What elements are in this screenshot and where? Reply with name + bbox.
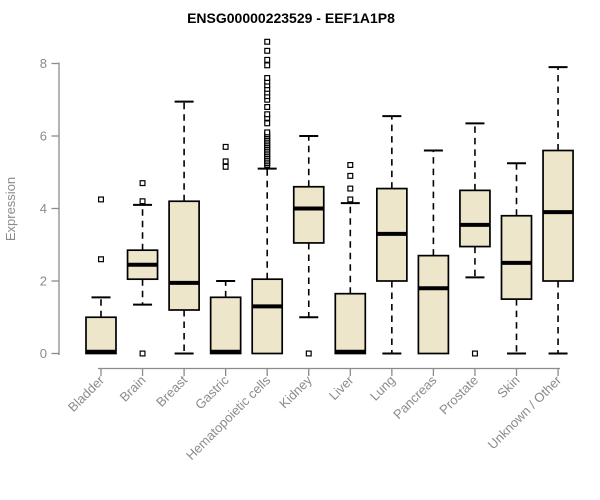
y-axis-tick-label: 6 <box>40 129 47 144</box>
box-rect <box>85 316 117 355</box>
outlier-point <box>347 172 354 179</box>
outlier-point <box>264 38 271 45</box>
box-plot-prostate <box>459 122 491 357</box>
box-rect <box>417 254 450 355</box>
outlier-point <box>139 350 146 357</box>
outlier-point <box>264 56 271 63</box>
outlier-point <box>347 196 354 203</box>
outlier-point <box>471 350 478 357</box>
outlier-point <box>222 163 229 170</box>
outlier-point <box>264 129 271 136</box>
box-rect <box>209 296 242 355</box>
box-plot-unknown-other <box>542 66 574 355</box>
outlier-point <box>264 74 271 81</box>
y-axis: 0 2 4 6 8 <box>40 56 60 361</box>
y-axis-tick-label: 8 <box>40 56 47 71</box>
box-plot-pancreas <box>417 149 450 355</box>
outlier-point <box>222 143 229 150</box>
outlier-point <box>347 185 354 192</box>
x-axis-category-label: Brain <box>117 373 149 405</box>
y-axis-label: Expression <box>3 177 18 241</box>
outlier-point <box>97 196 104 203</box>
chart-title: ENSG00000223529 - EEF1A1P8 <box>187 10 395 26</box>
y-axis-tick-label: 0 <box>40 346 47 361</box>
outlier-point <box>264 120 271 127</box>
outlier-point <box>97 256 104 263</box>
y-axis-tick-label: 4 <box>40 201 47 216</box>
box-plot-kidney <box>292 135 325 357</box>
box-rect <box>542 149 574 282</box>
box-plot-breast <box>168 100 200 355</box>
outlier-point <box>347 162 354 169</box>
x-axis-category-label: Kidney <box>276 372 315 411</box>
box-plot-brain <box>126 180 159 357</box>
y-axis-tick-label: 2 <box>40 274 47 289</box>
box-plot-liver <box>334 162 367 355</box>
outlier-point <box>264 111 271 118</box>
box-rect <box>459 189 491 248</box>
outlier-point <box>264 103 271 110</box>
box-rect <box>251 278 284 355</box>
x-axis-category-label: Prostate <box>436 373 481 418</box>
outlier-point <box>305 350 312 357</box>
x-axis-category-label: Liver <box>326 372 357 403</box>
box-plot-lung <box>376 115 408 355</box>
outlier-point <box>264 47 271 54</box>
outlier-point <box>264 62 271 69</box>
outlier-point <box>222 158 229 165</box>
box-rect <box>292 185 325 244</box>
outlier-point <box>139 198 146 205</box>
x-axis-category-label: Breast <box>153 372 190 409</box>
x-axis-category-label: Bladder <box>65 372 108 415</box>
box-series <box>85 38 574 357</box>
box-rect <box>500 214 533 300</box>
box-rect <box>334 292 367 355</box>
box-rect <box>168 200 200 311</box>
box-plot-hematopoietic-cells <box>251 38 284 355</box>
outlier-point <box>139 180 146 187</box>
box-plot-gastric <box>209 143 242 355</box>
box-plot-skin <box>500 162 533 355</box>
x-axis-category-label: Skin <box>494 373 522 401</box>
x-axis-category-label: Pancreas <box>390 372 440 422</box>
box-plot-bladder <box>85 196 117 355</box>
x-axis-category-label: Gastric <box>192 372 232 412</box>
x-axis-category-label: Lung <box>367 373 398 404</box>
x-axis-category-label: Unknown / Other <box>485 372 565 452</box>
